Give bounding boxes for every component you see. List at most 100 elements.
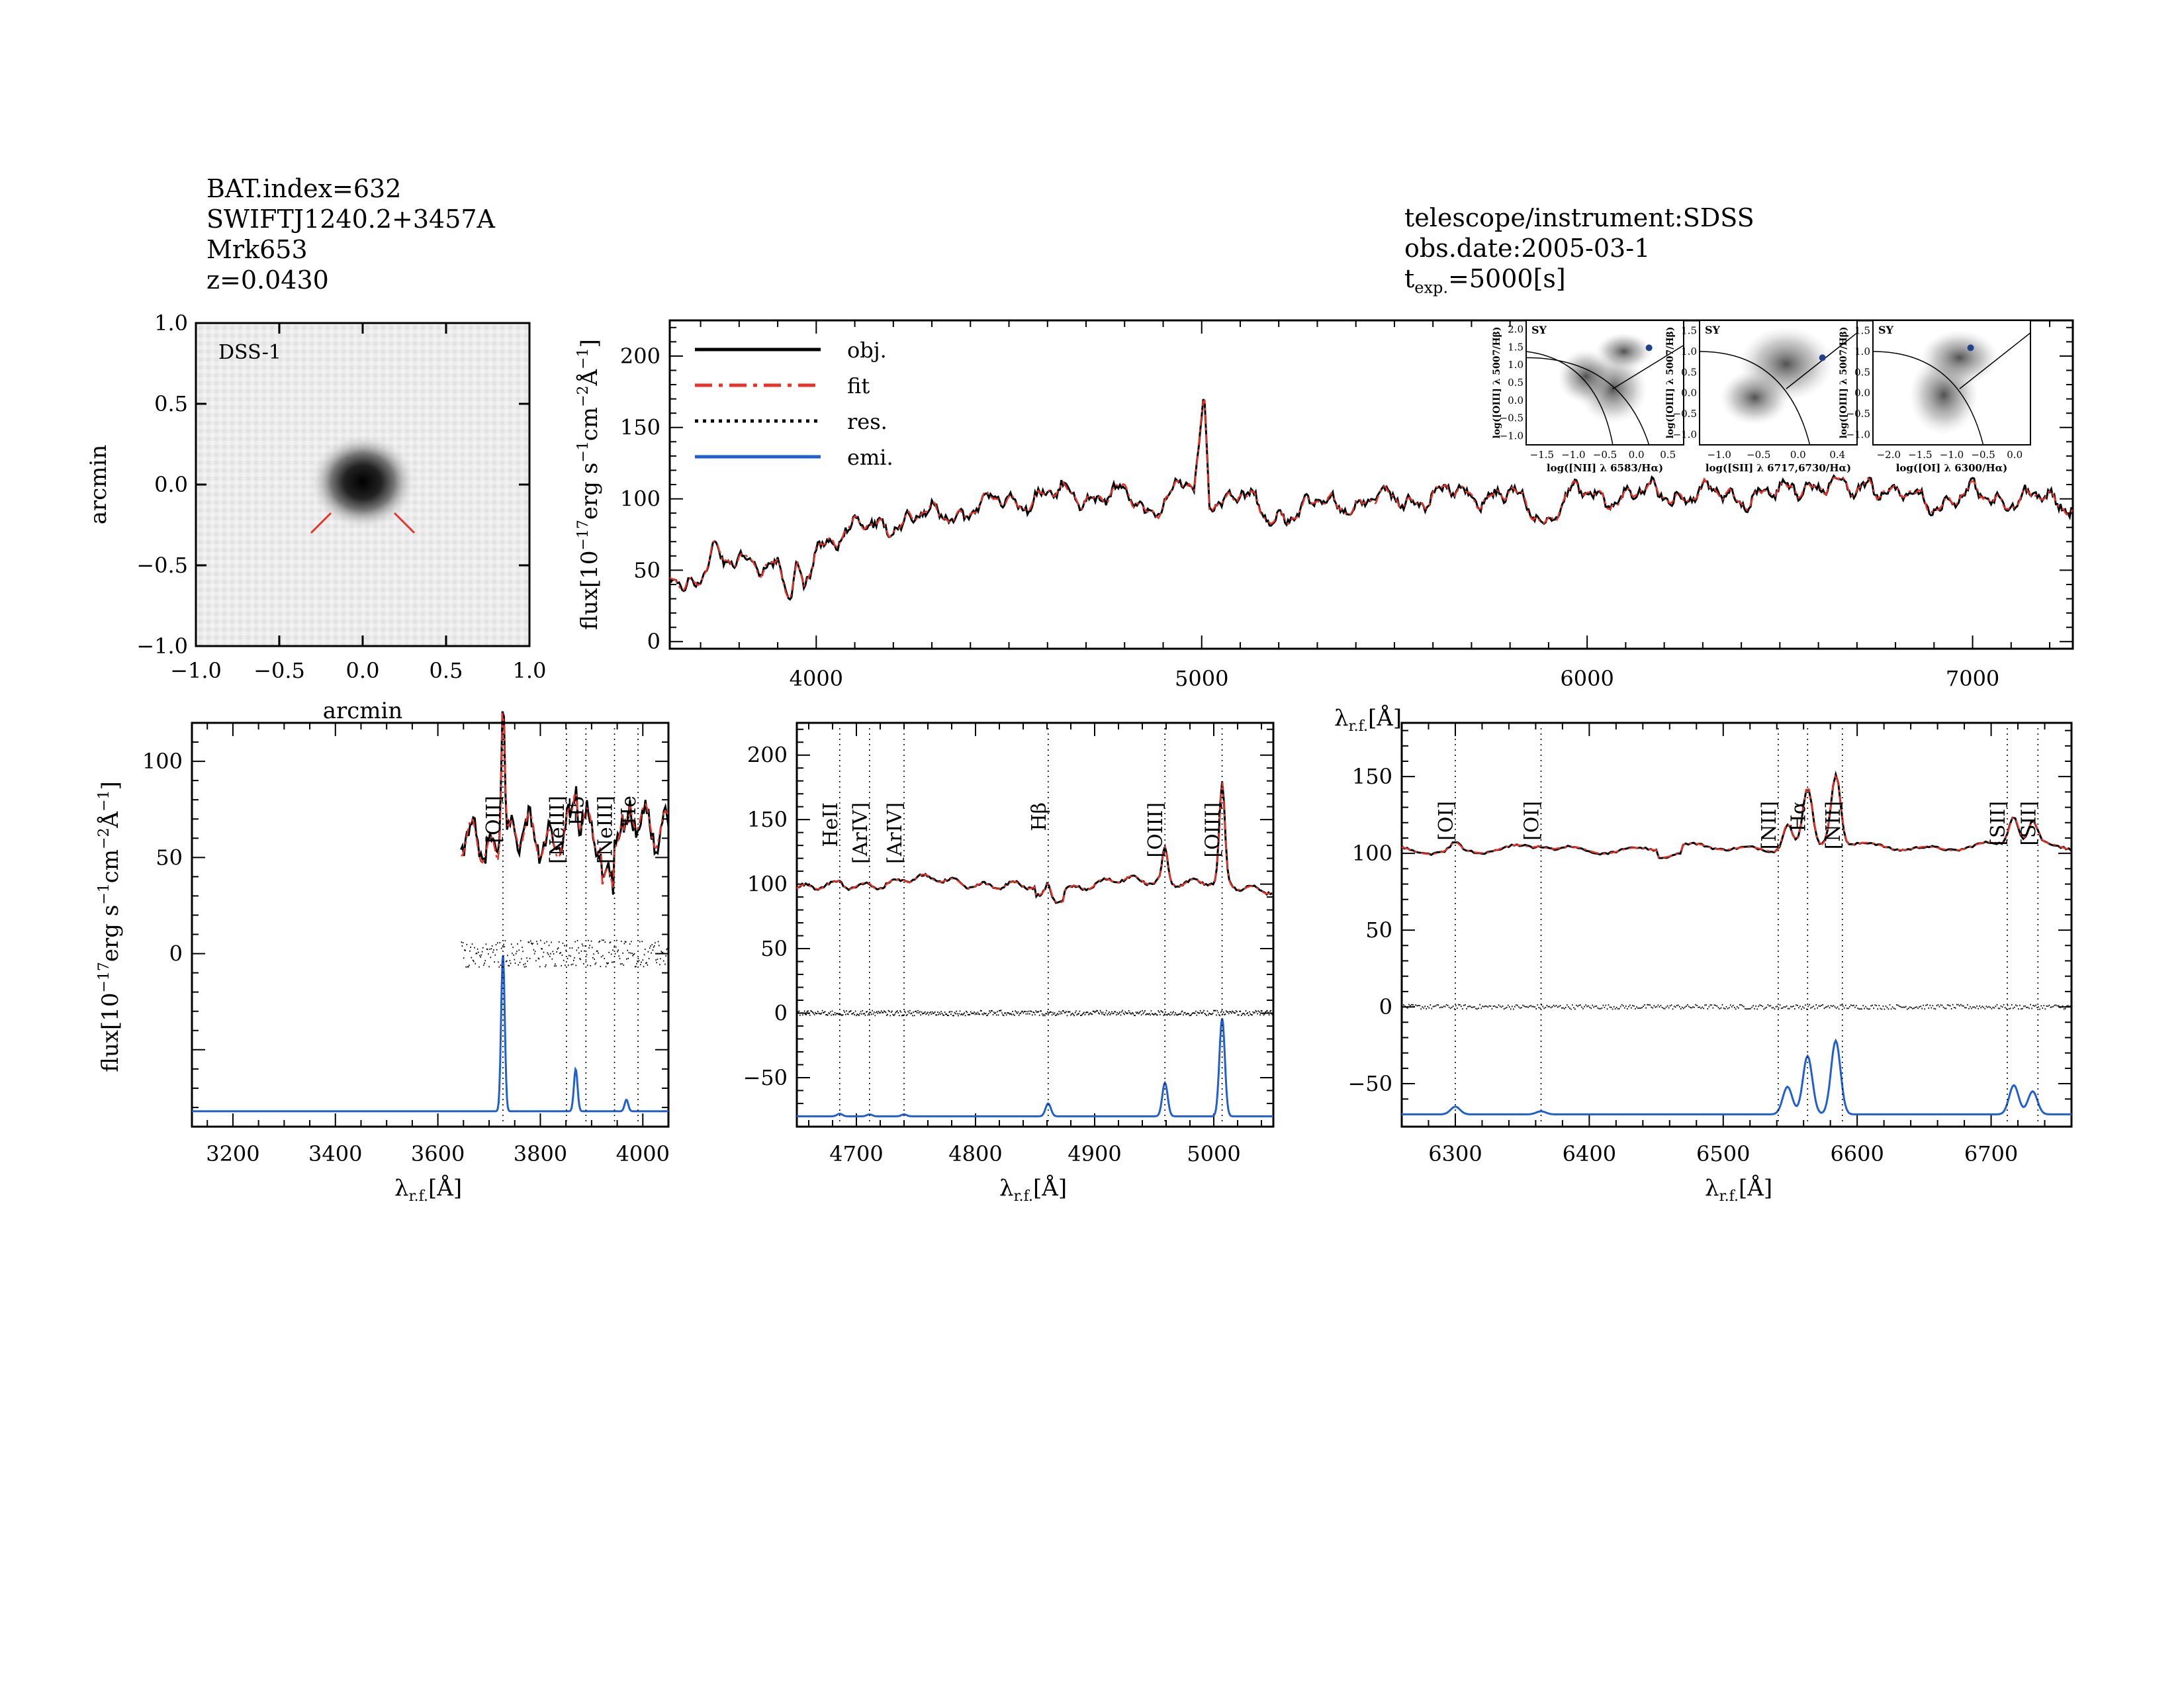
bpt-ytick-label: 0.5 (1854, 366, 1870, 378)
bpt-xtick-label: 0.0 (2007, 449, 2023, 461)
zoom-ytick-label: 0 (774, 1000, 788, 1025)
bpt-ytick-label: 1.0 (1854, 346, 1870, 357)
dss-label: DSS-1 (218, 341, 281, 364)
full-series (668, 399, 2074, 601)
dss-image-panel: DSS-1 −1.0 −0.5 0.0 0.5 1.0 −1.0 −0.5 0.0 0.5 1.0… (85, 310, 546, 724)
bpt-density (1719, 370, 1790, 425)
dss-ytick-label: 0.0 (154, 472, 188, 497)
dss-xtick-label: −0.5 (253, 658, 305, 683)
dss-ytick-label: −0.5 (136, 553, 188, 578)
zoom-emi-line (1402, 1038, 2071, 1115)
bpt-object-point (1645, 344, 1653, 352)
zoom-xtick-label: 6500 (1696, 1141, 1750, 1166)
panel1-frame (191, 722, 670, 1128)
full-ytick-label: 200 (620, 344, 660, 369)
full-fit-line (669, 399, 2074, 600)
source-blob (310, 434, 416, 530)
line-label: He (617, 796, 641, 825)
zoom-residual-points (797, 1009, 1275, 1017)
dss-ylabel: arcmin (85, 445, 112, 525)
full-ytick-label: 50 (633, 557, 660, 583)
bpt-class-tag: SY (1705, 324, 1721, 336)
bpt-ytick-label: −0.5 (1500, 412, 1524, 424)
zoom-ytick-label: 50 (1365, 917, 1392, 943)
full-ytick-label: 150 (620, 415, 660, 440)
panel3-frame (1400, 722, 2073, 1128)
bpt-xtick-label: −1.0 (1561, 449, 1585, 461)
line-label: Hα (1787, 801, 1810, 831)
bpt-xtick-label: −0.5 (1747, 449, 1770, 461)
zoom-ytick-label: 50 (156, 845, 183, 870)
bpt-ylabel: log([OIII] λ 5007/Hβ) (1665, 327, 1676, 439)
dss-axes: −1.0 −0.5 0.0 0.5 1.0 −1.0 −0.5 0.0 0.5 1.0 (136, 310, 546, 683)
bpt-xtick-label: 0.5 (1660, 449, 1676, 461)
bpt-ytick-label: −1.0 (1673, 428, 1697, 440)
observation-info: telescope/instrument:SDSS obs.date:2005-… (1404, 203, 1754, 303)
bpt-ytick-label: 0.0 (1508, 395, 1524, 406)
bpt-density (1557, 349, 1615, 404)
bpt-ytick-label: 1.5 (1854, 325, 1870, 337)
legend: obj. fit res. emi. (695, 338, 893, 470)
line-label: [ArIV] (884, 802, 907, 864)
bpt-ytick-label: 0.0 (1854, 387, 1870, 399)
zoom-fit-line (796, 782, 1273, 904)
dss-ytick-label: 1.0 (154, 310, 188, 336)
full-ytick-label: 0 (647, 629, 660, 654)
bpt-ytick-label: 2.0 (1508, 323, 1524, 335)
bpt-object-point (1967, 344, 1974, 352)
swift-name: SWIFTJ1240.2+3457A (206, 205, 495, 234)
bpt-panel-3: SY −2.0 −1.5 −1.0 −0.5 0.0 −1.0 −0.5 0.0 0.5 1.0 1.… (1839, 320, 2031, 474)
full-xtick-label: 5000 (1175, 666, 1228, 691)
obs-date: obs.date:2005-03-1 (1404, 234, 1651, 263)
panel1-xlabel: λr.f.[Å] (394, 1174, 462, 1205)
zoom-xtick-label: 4900 (1068, 1141, 1121, 1166)
zoom-ytick-label: 100 (1352, 841, 1392, 866)
bpt-ytick-label: 0.5 (1681, 366, 1697, 378)
legend-res-label: res. (847, 409, 887, 434)
bpt-xtick-label: −2.0 (1877, 449, 1901, 461)
zoom-panel-halpha: 6300 6400 6500 6600 6700 −50 0 50 100 150 [OI] [OI]… (1347, 722, 2073, 1205)
line-label: [NII] (1822, 801, 1845, 849)
legend-emi-label: emi. (847, 445, 893, 470)
bpt-demarcation (1525, 351, 1614, 445)
bpt-ytick-label: 1.5 (1508, 341, 1524, 353)
bpt-xlabel: log([NII] λ 6583/Hα) (1547, 462, 1663, 474)
legend-obj-label: obj. (847, 338, 887, 363)
bpt-xtick-label: 0.4 (1829, 449, 1845, 461)
bpt-object-point (1819, 354, 1826, 361)
zoom-ytick-label: −50 (743, 1065, 788, 1090)
dss-ytick-label: 0.5 (154, 391, 188, 416)
bpt-demarcation (1959, 332, 2031, 389)
zoom-ytick-label: 150 (1352, 764, 1392, 789)
bpt-xtick-label: −1.0 (1707, 449, 1731, 461)
zoom-ytick-label: 0 (169, 941, 183, 966)
bpt-ytick-label: 0.5 (1508, 377, 1524, 389)
line-label: [ArIV] (849, 802, 872, 864)
zoom-xtick-label: 6600 (1830, 1141, 1884, 1166)
line-label: [SII] (1987, 801, 2010, 846)
zoom-emi-line (192, 955, 668, 1113)
dss-ytick-label: −1.0 (136, 633, 188, 659)
line-label: [NeIII] (594, 796, 617, 864)
bpt-xtick-label: 0.0 (1790, 449, 1806, 461)
zoom-xtick-label: 4800 (948, 1141, 1002, 1166)
zoom-xtick-label: 6400 (1563, 1141, 1616, 1166)
line-label: HeII (819, 802, 842, 847)
bpt-insets: SY −1.5 −1.0 −0.5 0.0 0.5 −1.0 −0.5 0.0 0.5 1.0 1.5… (1492, 320, 2031, 474)
bpt-demarcation (1699, 351, 1811, 445)
line-label: [NII] (1758, 801, 1781, 849)
bpt-ytick-label: −0.5 (1846, 408, 1870, 420)
zoom-ytick-label: 100 (142, 749, 183, 774)
zoom-fit-line (1401, 773, 2072, 859)
zoom-xtick-label: 3600 (411, 1141, 465, 1166)
panel1-ylabel: flux[10−17erg s−1cm−2Å−1] (96, 781, 124, 1072)
bpt-class-tag: SY (1531, 324, 1547, 336)
bpt-ylabel: log([OIII] λ 5007/Hβ) (1839, 327, 1849, 439)
line-label: [SII] (2017, 801, 2040, 846)
bpt-ytick-label: 1.0 (1508, 359, 1524, 371)
dss-xtick-label: 0.5 (430, 658, 463, 683)
full-xtick-label: 4000 (790, 666, 843, 691)
